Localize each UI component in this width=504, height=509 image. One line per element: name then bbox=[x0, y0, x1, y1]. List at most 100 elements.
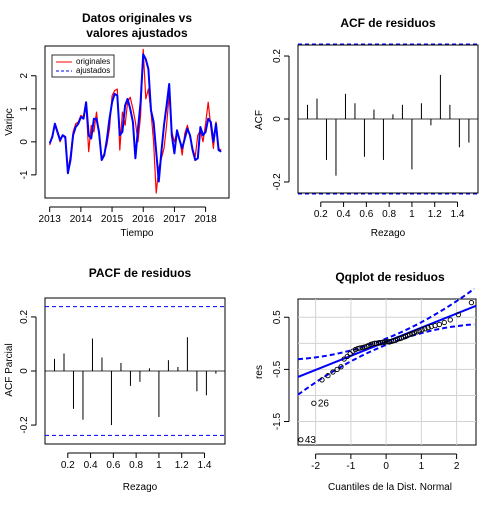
acf-y-tick-label: -0.2 bbox=[272, 173, 283, 191]
series-plot-box bbox=[44, 45, 230, 199]
qq-envelope-lower bbox=[297, 323, 475, 396]
series-line-fitted bbox=[48, 53, 222, 183]
series-y-axis: -1 0 1 2 bbox=[19, 73, 37, 179]
qq-point bbox=[319, 377, 325, 383]
pacf-y-tick-label: 0 bbox=[19, 368, 30, 374]
pacf-title: PACF de residuos bbox=[89, 266, 192, 280]
series-x-axis: 2013 2014 2015 2016 2017 2018 bbox=[39, 206, 217, 225]
qq-title: Qqplot de residuos bbox=[335, 270, 445, 284]
qq-x-tick-label: 1 bbox=[419, 461, 425, 472]
series-y-tick-label: 2 bbox=[19, 73, 30, 79]
qq-point bbox=[311, 400, 317, 406]
acf-title: ACF de residuos bbox=[340, 16, 436, 30]
series-title-line1: Datos originales vs bbox=[82, 11, 192, 25]
qq-point bbox=[376, 340, 382, 346]
qq-point bbox=[416, 328, 422, 334]
pacf-y-tick-label: 0.2 bbox=[19, 310, 30, 324]
qq-point bbox=[441, 319, 447, 326]
qq-xlabel: Cuantiles de la Dist. Normal bbox=[328, 482, 452, 493]
qq-point bbox=[325, 372, 331, 379]
acf-y-tick-label: 0 bbox=[272, 116, 283, 122]
qq-point bbox=[338, 364, 344, 370]
series-legend: originales ajustados bbox=[51, 54, 115, 78]
qq-y-tick-label: -0.5 bbox=[272, 360, 283, 378]
series-x-tick-label: 2018 bbox=[194, 214, 217, 225]
pacf-x-tick-label: 0.4 bbox=[84, 460, 98, 471]
qq-point bbox=[372, 340, 378, 346]
acf-x-tick-label: 0.4 bbox=[337, 209, 351, 220]
pacf-ylabel: ACF Parcial bbox=[4, 343, 15, 396]
pacf-x-tick-label: 1.2 bbox=[175, 460, 189, 471]
legend-original-label: originales bbox=[76, 57, 110, 66]
pacf-marks: 0.2 0.4 0.6 0.8 1 1.2 1.4 -0.2 0 0.2 bbox=[19, 306, 225, 471]
qq-reference-line bbox=[297, 304, 477, 378]
series-x-tick-label: 2014 bbox=[70, 214, 93, 225]
qq-point bbox=[370, 341, 376, 347]
series-ylabel: Varipc bbox=[4, 108, 15, 136]
series-y-tick-label: -1 bbox=[19, 170, 30, 179]
acf-x-tick-label: 1.2 bbox=[428, 209, 442, 220]
qq-point bbox=[373, 340, 380, 346]
qq-point bbox=[468, 299, 475, 306]
qq-point-label: 26 bbox=[318, 398, 330, 409]
panel-series: Datos originales vs valores ajustados Ti… bbox=[4, 11, 230, 239]
series-y-tick-label: 0 bbox=[19, 139, 30, 145]
acf-x-tick-label: 0.6 bbox=[359, 209, 373, 220]
acf-x-tick-label: 1 bbox=[409, 209, 415, 220]
legend-fitted-label: ajustados bbox=[76, 66, 110, 75]
series-x-tick-label: 2013 bbox=[39, 214, 62, 225]
qq-point bbox=[455, 311, 462, 318]
qq-point bbox=[352, 346, 359, 353]
acf-x-tick-label: 0.2 bbox=[314, 209, 328, 220]
acf-x-tick-label: 1.4 bbox=[451, 209, 465, 220]
qq-point bbox=[419, 327, 425, 333]
acf-ylabel: ACF bbox=[254, 110, 265, 130]
qq-point bbox=[385, 339, 391, 345]
panel-qq: Qqplot de residuos Cuantiles de la Dist.… bbox=[254, 270, 477, 493]
qq-point bbox=[347, 351, 353, 357]
series-title-line2: valores ajustados bbox=[86, 26, 188, 40]
qq-point bbox=[379, 339, 386, 345]
qq-point bbox=[334, 366, 340, 373]
qq-plot-box bbox=[297, 298, 477, 446]
qq-point bbox=[414, 329, 420, 335]
series-y-tick-label: 1 bbox=[19, 106, 30, 112]
qq-point bbox=[344, 353, 350, 360]
pacf-y-tick-label: -0.2 bbox=[19, 416, 30, 434]
qq-point bbox=[341, 356, 347, 362]
qq-point bbox=[383, 339, 389, 345]
series-xlabel: Tiempo bbox=[121, 228, 154, 239]
pacf-x-tick-label: 0.8 bbox=[129, 460, 143, 471]
acf-x-tick-label: 0.8 bbox=[382, 209, 396, 220]
qq-point bbox=[411, 330, 417, 336]
qq-point bbox=[425, 325, 431, 331]
pacf-x-tick-label: 0.6 bbox=[106, 460, 120, 471]
panel-acf: ACF de residuos Rezago ACF 0.2 0.4 0.6 0.8 1… bbox=[254, 16, 479, 239]
qq-point bbox=[298, 437, 304, 443]
qq-point bbox=[377, 340, 384, 346]
panel-pacf: PACF de residuos Rezago ACF Parcial 0.2 0… bbox=[4, 266, 226, 493]
qq-point bbox=[447, 317, 453, 323]
pacf-xlabel: Rezago bbox=[123, 482, 158, 493]
qq-marks: 43 26 -2 -1 0 1 2 -1.5 -0.5 0.5 bbox=[272, 287, 477, 472]
series-x-tick-label: 2016 bbox=[132, 214, 155, 225]
acf-xlabel: Rezago bbox=[371, 228, 406, 239]
qq-point bbox=[436, 321, 442, 328]
acf-marks: 0.2 0.4 0.6 0.8 1 1.2 1.4 -0.2 0 0.2 bbox=[272, 43, 478, 220]
qq-point bbox=[407, 331, 413, 338]
qq-point bbox=[330, 369, 336, 375]
pacf-x-tick-label: 0.2 bbox=[61, 460, 75, 471]
pacf-x-tick-label: 1 bbox=[156, 460, 162, 471]
qq-y-tick-label: -1.5 bbox=[272, 412, 283, 430]
series-x-tick-label: 2017 bbox=[163, 214, 186, 225]
qq-point bbox=[422, 326, 428, 332]
qq-point-label: 43 bbox=[305, 435, 317, 446]
qq-y-tick-label: 0.5 bbox=[272, 310, 283, 324]
qq-x-tick-label: -1 bbox=[346, 461, 355, 472]
qq-x-tick-label: 2 bbox=[454, 461, 460, 472]
series-lines bbox=[48, 48, 222, 194]
qq-x-tick-label: -2 bbox=[311, 461, 320, 472]
acf-y-tick-label: 0.2 bbox=[272, 49, 283, 63]
qq-x-tick-label: 0 bbox=[383, 461, 389, 472]
